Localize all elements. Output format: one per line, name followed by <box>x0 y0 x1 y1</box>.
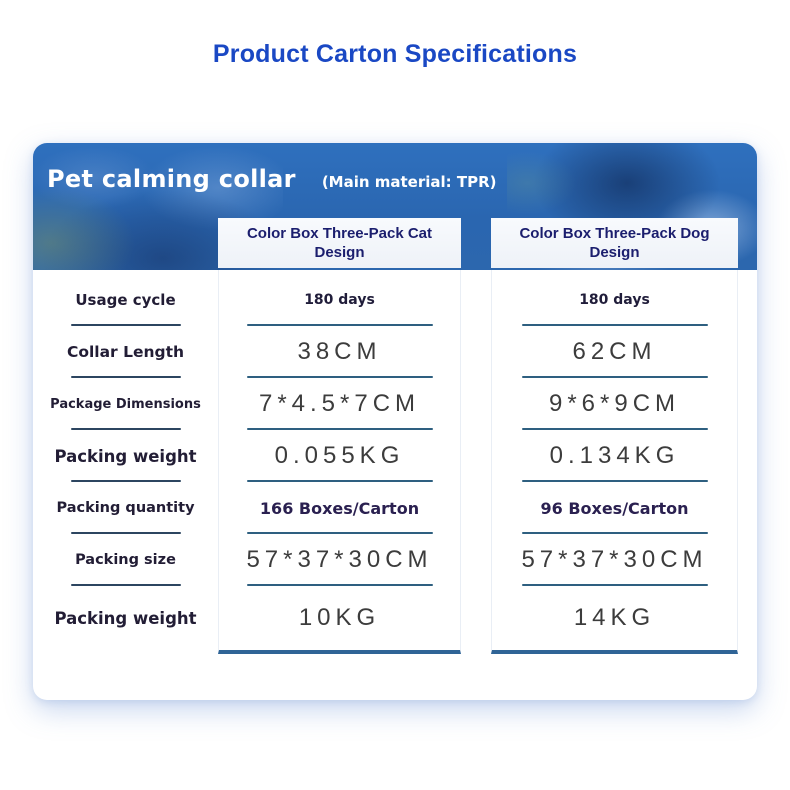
header-row: Pet calming collar (Main material: TPR) <box>33 143 757 193</box>
value-underline <box>246 532 433 534</box>
value-cell: 14KG <box>492 586 737 650</box>
dog-collar-length-value: 62CM <box>572 338 657 365</box>
dog-carton-weight-value: 14KG <box>573 604 656 631</box>
table-row-label: Packing quantity <box>33 482 218 534</box>
label-underline <box>70 376 181 378</box>
value-underline <box>246 480 433 482</box>
label-underline <box>70 532 181 534</box>
cat-column-header-label: Color Box Three-Pack Cat Design <box>246 224 433 262</box>
value-underline <box>521 584 708 586</box>
label-underline <box>70 584 181 586</box>
column-gap <box>461 218 491 654</box>
value-cell: 96 Boxes/Carton <box>492 482 737 534</box>
dog-usage-cycle-value: 180 days <box>579 292 650 308</box>
row-label-usage-cycle: Usage cycle <box>75 291 176 309</box>
value-cell: 38CM <box>219 326 460 378</box>
value-underline <box>521 480 708 482</box>
row-label-package-dimensions: Package Dimensions <box>50 396 201 412</box>
table-row-label: Usage cycle <box>33 274 218 326</box>
value-cell: 62CM <box>492 326 737 378</box>
label-underline <box>70 480 181 482</box>
value-cell: 9*6*9CM <box>492 378 737 430</box>
value-underline <box>521 324 708 326</box>
value-underline <box>521 428 708 430</box>
value-cell: 7*4.5*7CM <box>219 378 460 430</box>
value-underline <box>521 532 708 534</box>
value-cell: 57*37*30CM <box>492 534 737 586</box>
dog-column-body: 180 days 62CM 9*6*9CM 0.134KG 96 Boxes/C… <box>491 270 738 654</box>
label-column: Usage cycle Collar Length Package Dimens… <box>33 218 218 654</box>
table-row-label: Collar Length <box>33 326 218 378</box>
material-note: (Main material: TPR) <box>321 173 497 191</box>
spec-card: Pet calming collar (Main material: TPR) … <box>33 143 757 700</box>
row-label-packing-weight: Packing weight <box>54 446 197 466</box>
cat-packing-weight-value: 0.055KG <box>274 442 405 469</box>
dog-column: Color Box Three-Pack Dog Design 180 days… <box>491 218 738 654</box>
cat-packing-size-value: 57*37*30CM <box>246 546 433 573</box>
table-row-label: Packing weight <box>33 430 218 482</box>
row-label-packing-quantity: Packing quantity <box>56 500 195 516</box>
label-underline <box>70 428 181 430</box>
value-cell: 0.055KG <box>219 430 460 482</box>
product-name: Pet calming collar <box>47 165 296 193</box>
dog-packing-size-value: 57*37*30CM <box>521 546 708 573</box>
cat-column-body: 180 days 38CM 7*4.5*7CM 0.055KG 166 Boxe… <box>218 270 461 654</box>
table-row-label: Packing weight <box>33 586 218 650</box>
dog-column-header-label: Color Box Three-Pack Dog Design <box>519 224 710 262</box>
row-label-collar-length: Collar Length <box>66 343 185 361</box>
cat-collar-length-value: 38CM <box>297 338 382 365</box>
cat-column: Color Box Three-Pack Cat Design 180 days… <box>218 218 461 654</box>
value-underline <box>246 428 433 430</box>
cat-column-header: Color Box Three-Pack Cat Design <box>218 218 461 268</box>
value-underline <box>246 584 433 586</box>
cat-carton-weight-value: 10KG <box>298 604 381 631</box>
dog-packing-quantity-value: 96 Boxes/Carton <box>540 498 689 518</box>
row-label-carton-weight: Packing weight <box>54 608 197 628</box>
value-cell: 166 Boxes/Carton <box>219 482 460 534</box>
value-underline <box>521 376 708 378</box>
spec-table: Usage cycle Collar Length Package Dimens… <box>33 218 757 654</box>
value-cell: 10KG <box>219 586 460 650</box>
value-cell: 180 days <box>492 274 737 326</box>
row-label-packing-size: Packing size <box>75 552 176 568</box>
value-underline <box>246 324 433 326</box>
value-underline <box>246 376 433 378</box>
value-cell: 57*37*30CM <box>219 534 460 586</box>
table-row-label: Packing size <box>33 534 218 586</box>
cat-packing-quantity-value: 166 Boxes/Carton <box>259 498 420 518</box>
dog-packing-weight-value: 0.134KG <box>549 442 680 469</box>
table-row-label: Package Dimensions <box>33 378 218 430</box>
label-underline <box>70 324 181 326</box>
cat-package-dimensions-value: 7*4.5*7CM <box>258 390 421 417</box>
value-cell: 180 days <box>219 274 460 326</box>
card-header: Pet calming collar (Main material: TPR) <box>33 143 757 270</box>
page-title: Product Carton Specifications <box>212 40 578 68</box>
cat-usage-cycle-value: 180 days <box>304 292 375 308</box>
value-cell: 0.134KG <box>492 430 737 482</box>
dog-column-header: Color Box Three-Pack Dog Design <box>491 218 738 268</box>
dog-package-dimensions-value: 9*6*9CM <box>548 390 681 417</box>
